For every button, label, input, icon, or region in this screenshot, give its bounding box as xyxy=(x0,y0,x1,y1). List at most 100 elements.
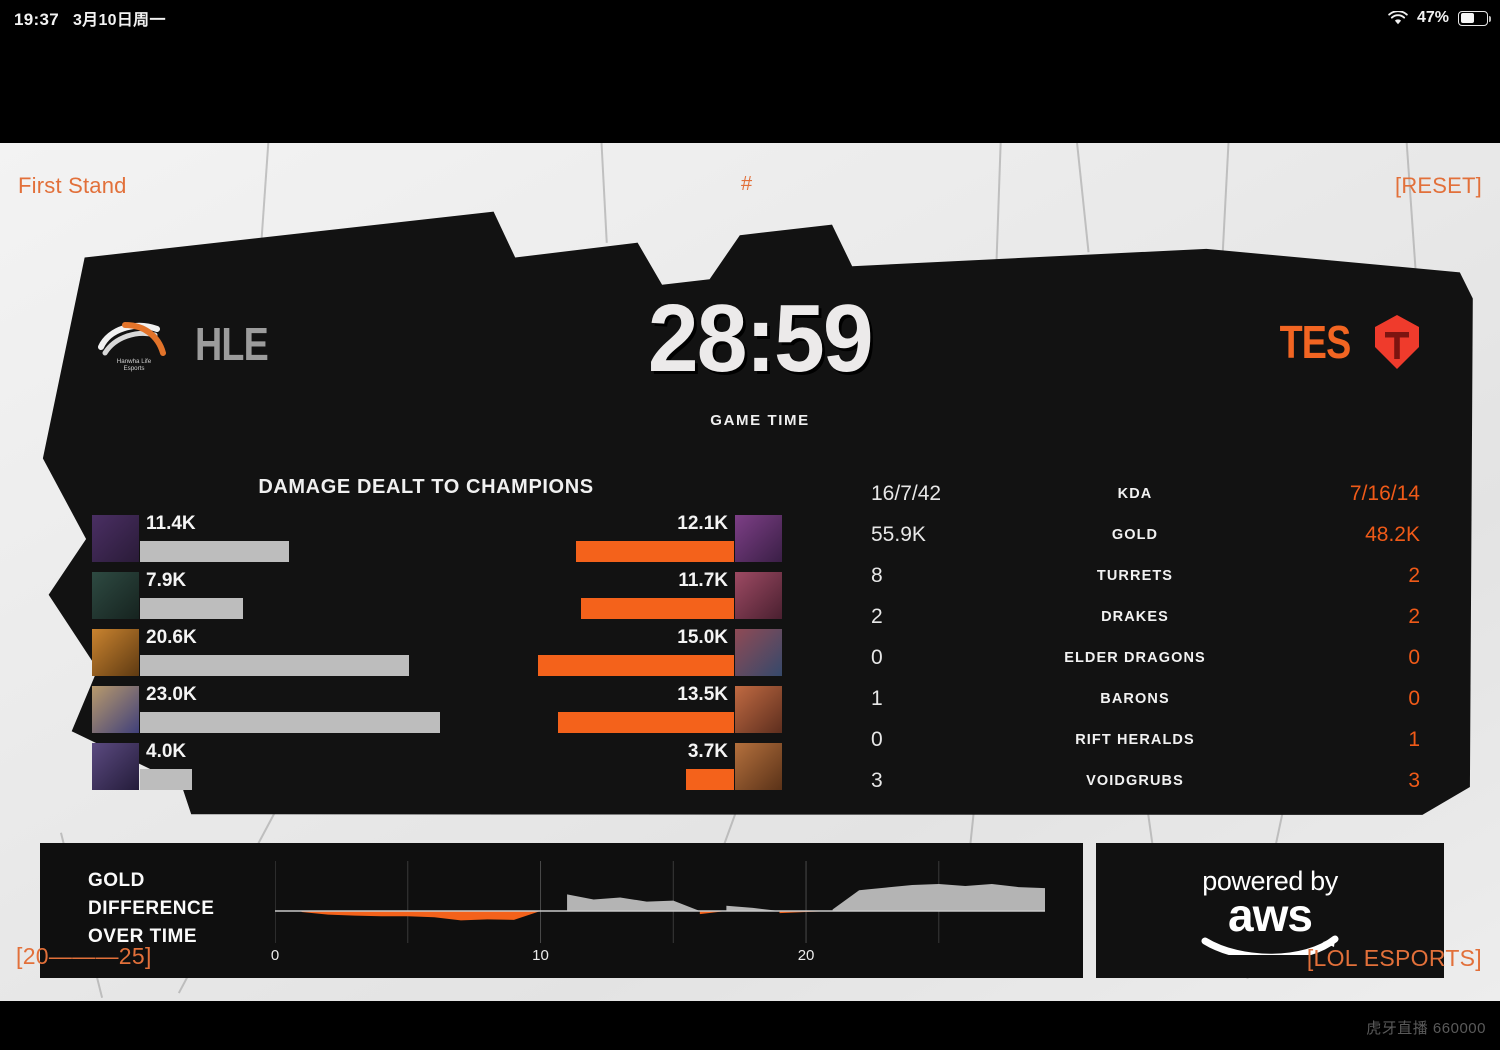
damage-value-left: 11.4K xyxy=(146,513,196,534)
wifi-icon xyxy=(1388,9,1408,26)
aws-powered-by-label: powered by xyxy=(1202,866,1338,896)
damage-value-right: 12.1K xyxy=(677,513,728,534)
damage-title: DAMAGE DEALT TO CHAMPIONS xyxy=(258,476,594,498)
damage-row: 4.0K 3.7K xyxy=(92,741,782,798)
gold-label-line2: DIFFERENCE xyxy=(88,898,215,920)
champion-portrait-right xyxy=(735,743,782,790)
damage-bar-left xyxy=(140,541,289,562)
clock-caption: GAME TIME xyxy=(710,412,810,430)
chart-area-hle xyxy=(567,883,1045,911)
team-left: Hanwha Life Esports HLE xyxy=(95,313,284,375)
stat-label: VOIDGRUBS xyxy=(1086,772,1184,789)
aws-sponsor-panel: powered by aws xyxy=(1096,843,1444,978)
damage-bar-right xyxy=(557,712,734,733)
champion-portrait-left xyxy=(92,515,139,562)
hash-label: # xyxy=(741,173,753,195)
damage-bar-left xyxy=(140,769,193,790)
stat-value-left: 1 xyxy=(871,686,883,710)
damage-value-left: 4.0K xyxy=(146,741,187,762)
status-bar-right: 47% xyxy=(1388,9,1491,27)
stat-value-right: 2 xyxy=(1408,604,1420,628)
stat-value-right: 0 xyxy=(1408,645,1420,669)
damage-bar-left xyxy=(140,598,243,619)
chart-xtick-label: 10 xyxy=(532,947,549,964)
gold-difference-chart xyxy=(275,861,1045,943)
team-right-code: TES xyxy=(1279,316,1351,368)
champion-portrait-right xyxy=(735,686,782,733)
stat-value-left: 2 xyxy=(871,604,883,628)
stream-watermark: 虎牙直播 660000 xyxy=(1366,1020,1486,1037)
footer-right-label: [LOL ESPORTS] xyxy=(1306,945,1482,971)
champion-portrait-right xyxy=(735,515,782,562)
svg-text:Esports: Esports xyxy=(124,365,145,372)
stat-label: BARONS xyxy=(1100,690,1170,707)
stat-row: 3 VOIDGRUBS 3 xyxy=(840,760,1430,801)
stat-value-left: 55.9K xyxy=(871,522,926,546)
stat-label: ELDER DRAGONS xyxy=(1064,649,1206,666)
stat-row: 1 BARONS 0 xyxy=(840,678,1430,719)
stat-value-right: 3 xyxy=(1408,768,1420,792)
stat-label: DRAKES xyxy=(1101,608,1169,625)
stat-value-right: 1 xyxy=(1408,727,1420,751)
team-left-code: HLE xyxy=(195,318,269,370)
damage-row: 7.9K 11.7K xyxy=(92,570,782,627)
aws-smile-logo: aws xyxy=(1183,889,1358,961)
gold-label-line1: GOLD xyxy=(88,870,145,891)
damage-value-right: 15.0K xyxy=(677,627,728,648)
damage-row: 23.0K 13.5K xyxy=(92,684,782,741)
stat-row: 55.9K GOLD 48.2K xyxy=(840,514,1430,555)
stat-row: 2 DRAKES 2 xyxy=(840,596,1430,637)
stat-value-left: 8 xyxy=(871,563,883,587)
champion-portrait-left xyxy=(92,686,139,733)
gold-label-line3: OVER TIME xyxy=(88,926,198,948)
stat-row: 0 ELDER DRAGONS 0 xyxy=(840,637,1430,678)
reset-button[interactable]: [RESET] xyxy=(1395,173,1482,198)
stat-label: KDA xyxy=(1117,485,1153,502)
gold-panel-label: GOLD DIFFERENCE OVER TIME xyxy=(88,867,214,951)
status-bar: 19:37 3月10日周一 47% xyxy=(0,0,1500,36)
chart-xtick-label: 20 xyxy=(797,947,815,964)
scoreboard-content: Hanwha Life Esports HLE TES xyxy=(40,198,1480,818)
damage-value-left: 7.9K xyxy=(146,570,187,591)
damage-value-right: 3.7K xyxy=(687,741,728,762)
champion-portrait-left xyxy=(92,572,139,619)
stat-label: RIFT HERALDS xyxy=(1075,731,1195,748)
gold-difference-panel: GOLD DIFFERENCE OVER TIME 0 10 20 xyxy=(40,843,1083,978)
broadcast-stage: First Stand # [RESET] Hanwha Life Esport… xyxy=(0,143,1500,1001)
champion-portrait-left xyxy=(92,629,139,676)
damage-value-left: 20.6K xyxy=(146,627,197,648)
stat-value-right: 48.2K xyxy=(1365,522,1420,546)
hanwha-life-esports-logo: Hanwha Life Esports xyxy=(95,313,173,375)
champion-portrait-right xyxy=(735,572,782,619)
stat-value-right: 7/16/14 xyxy=(1349,481,1420,505)
damage-bar-right xyxy=(685,769,734,790)
stat-value-left: 0 xyxy=(871,645,883,669)
clock-value: 28:59 xyxy=(648,285,874,392)
damage-bar-left xyxy=(140,712,440,733)
damage-bar-left xyxy=(140,655,409,676)
damage-bar-right xyxy=(576,541,734,562)
status-time: 19:37 xyxy=(14,10,59,29)
battery-icon xyxy=(1458,10,1491,26)
stat-row: 8 TURRETS 2 xyxy=(840,555,1430,596)
damage-rows: 11.4K 12.1K 7.9K 11.7K 20.6K 15.0K 23.0K 13.5K 4… xyxy=(92,513,782,798)
stat-value-left: 16/7/42 xyxy=(871,481,942,505)
damage-bar-right xyxy=(581,598,734,619)
event-label: First Stand xyxy=(18,173,127,198)
chart-xtick-label: 0 xyxy=(270,947,280,964)
damage-value-right: 13.5K xyxy=(677,684,728,705)
stat-row: 16/7/42 KDA 7/16/14 xyxy=(840,473,1430,514)
stat-value-right: 0 xyxy=(1408,686,1420,710)
damage-value-right: 11.7K xyxy=(678,570,728,591)
damage-row: 20.6K 15.0K xyxy=(92,627,782,684)
stat-label: TURRETS xyxy=(1096,567,1174,584)
footer-left-label: [20———25] xyxy=(16,943,152,969)
stat-value-right: 2 xyxy=(1408,563,1420,587)
chart-area-tes xyxy=(301,911,833,921)
champion-portrait-left xyxy=(92,743,139,790)
damage-bar-right xyxy=(538,655,734,676)
damage-row: 11.4K 12.1K xyxy=(92,513,782,570)
battery-percent: 47% xyxy=(1416,9,1449,26)
team-right: TES xyxy=(1264,313,1422,371)
